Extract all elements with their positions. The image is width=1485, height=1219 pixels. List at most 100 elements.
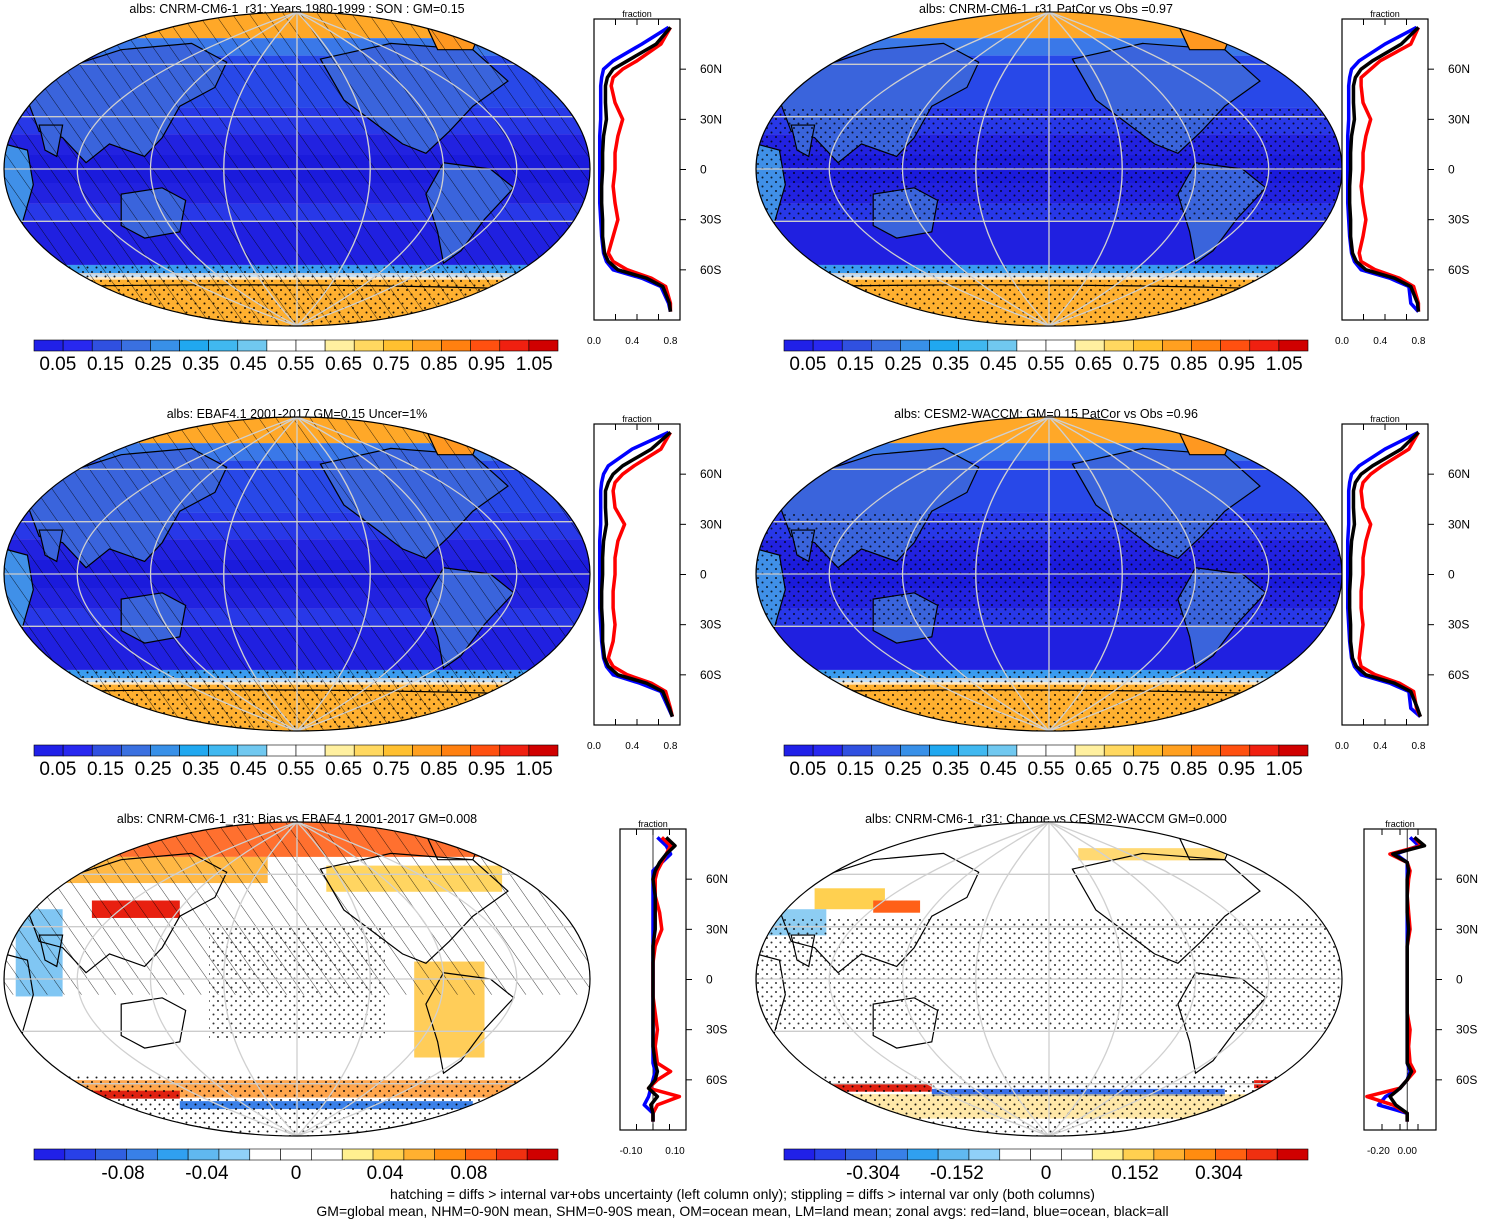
colorbar-segment [841,744,872,757]
colorbar-segment [1074,339,1105,352]
colorbar-segment [187,1148,220,1161]
colorbar-label: 0.85 [420,354,457,375]
panel-title: albs: CNRM-CM6-1_r31: Change vs CESM2-WA… [865,812,1227,826]
colorbar-segment [1091,1148,1124,1161]
colorbar-segment [1162,339,1192,352]
zonal-x-tick-label: 0.10 [665,1146,685,1157]
meridian [223,12,298,326]
panel-2: albs: CNRM-CM6-1_r31 PatCor vs Obs =0.97… [755,2,1470,375]
colorbar-segment [1162,744,1192,757]
colorbar-label: 0.55 [278,354,315,375]
meridian [1048,821,1123,1137]
colorbar-label: 0.95 [1218,354,1255,375]
zonal-x-tick-label: 0.4 [1373,741,1387,752]
colorbar-segment [812,744,843,757]
meridian [1048,821,1270,1137]
zonal-frame [593,423,681,726]
meridian [1048,11,1197,327]
colorbar-segment [1133,744,1163,757]
colorbar-segment [987,339,1018,352]
colorbar-label: 0.05 [39,354,76,375]
map-outline [755,821,1343,1137]
colorbar-segment [987,744,1018,757]
zonal-x-tick-label: 0.8 [1411,336,1425,347]
meridian [76,822,298,1136]
colorbar: 0.05 0.15 0.25 0.35 0.45 0.55 0.65 0.75 0.85 0.95… [783,339,1309,375]
colorbar-segment [324,744,355,757]
colorbar-label: 0.152 [1111,1163,1159,1184]
colorbar-label: 0.15 [87,759,124,780]
panel-4: albs: CESM2-WACCM: GM=0.15 PatCor vs Obs… [755,407,1470,780]
zonal-line-land [606,431,675,718]
colorbar-segment [937,1148,970,1161]
colorbar-segment [1103,744,1134,757]
graticule [756,416,1342,732]
colorbar-segment [929,339,959,352]
meridian [76,12,298,326]
meridian [828,821,1050,1137]
zonal-x-tick-label: 0.4 [1373,336,1387,347]
zonal-lat-label: 30S [1448,618,1469,632]
zonal-line-all [1347,431,1423,718]
colorbar-segment [150,339,180,352]
colorbar-segment [91,744,122,757]
zonal-lat-label: 0 [1448,568,1455,582]
colorbar-segment [353,339,384,352]
panel-title: albs: CNRM-CM6-1_r31: Years 1980-1999 : … [129,2,464,16]
graticule [756,11,1342,327]
zonal-lat-label: 30N [1448,517,1470,531]
meridian [1048,416,1270,732]
zonal-lat-label: 60N [700,467,722,481]
colorbar-label: 0.55 [1028,759,1065,780]
colorbar-segment [383,339,413,352]
zonal-plot: fraction -0.10 0.10 60N 30N 0 30S 60S [619,819,728,1157]
colorbar-label: 0.45 [980,759,1017,780]
colorbar-label: 0.05 [789,354,826,375]
colorbar-segment [280,1148,312,1161]
zonal-x-tick-label: 0.0 [1335,741,1349,752]
colorbar-segment [871,744,901,757]
footer-line-2: GM=global mean, NHM=0-90N mean, SHM=0-90… [316,1203,1169,1219]
meridian [296,12,371,326]
colorbar-label: 0.65 [325,759,362,780]
colorbar-segment [121,339,151,352]
zonal-x-tick-label: 0.8 [663,741,677,752]
colorbar-segment [218,1148,251,1161]
colorbar-segment [783,1148,816,1161]
colorbar-label: 0.35 [932,759,969,780]
zonal-axis-title: fraction [622,414,652,424]
zonal-line-land [1357,26,1421,312]
colorbar-segment [470,339,501,352]
colorbar-label: -0.152 [930,1163,984,1184]
colorbar-label: 1.05 [516,354,553,375]
zonal-frame [1363,828,1437,1131]
colorbar-segment [1220,744,1251,757]
colorbar-segment [1045,744,1076,757]
colorbar-segment [783,744,814,757]
colorbar-segment [121,744,151,757]
graticule [4,822,590,1136]
zonal-lat-label: 60S [706,1073,727,1087]
colorbar-segment [1184,1148,1216,1161]
map [4,822,590,1136]
zonal-x-tick-label: 0.00 [1397,1146,1417,1157]
colorbar-segment [33,339,64,352]
colorbar-label: 1.05 [1266,759,1303,780]
meridian [828,416,1050,732]
zonal-line-land [1357,431,1422,718]
colorbar-segment [1278,744,1309,757]
colorbar-label: 0.75 [1123,759,1160,780]
panel-title: albs: EBAF4.1 2001-2017 GM=0.15 Uncer=1% [167,407,428,421]
colorbar-label: 0.65 [1075,759,1112,780]
colorbar-segment [906,1148,939,1161]
zonal-frame [593,18,681,321]
zonal-x-tick-label: 0.8 [1411,741,1425,752]
zonal-axis-title: fraction [638,819,668,829]
colorbar-segment [412,744,442,757]
colorbar-label: -0.08 [101,1163,144,1184]
colorbar-segment [91,339,122,352]
colorbar-segment [999,1148,1031,1161]
colorbar-segment [1074,744,1105,757]
colorbar-segment [1061,1148,1093,1161]
colorbar-segment [499,339,530,352]
